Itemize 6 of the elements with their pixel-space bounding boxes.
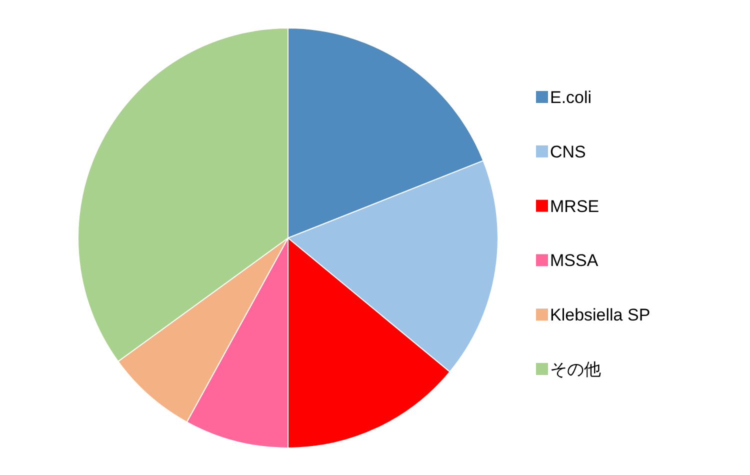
legend-label: その他: [550, 360, 601, 379]
legend-label: MSSA: [550, 251, 599, 270]
legend-label: E.coli: [550, 88, 592, 107]
legend-label: Klebsiella SP: [550, 306, 650, 325]
legend-label: CNS: [550, 142, 586, 162]
legend-label: MRSE: [550, 196, 600, 216]
